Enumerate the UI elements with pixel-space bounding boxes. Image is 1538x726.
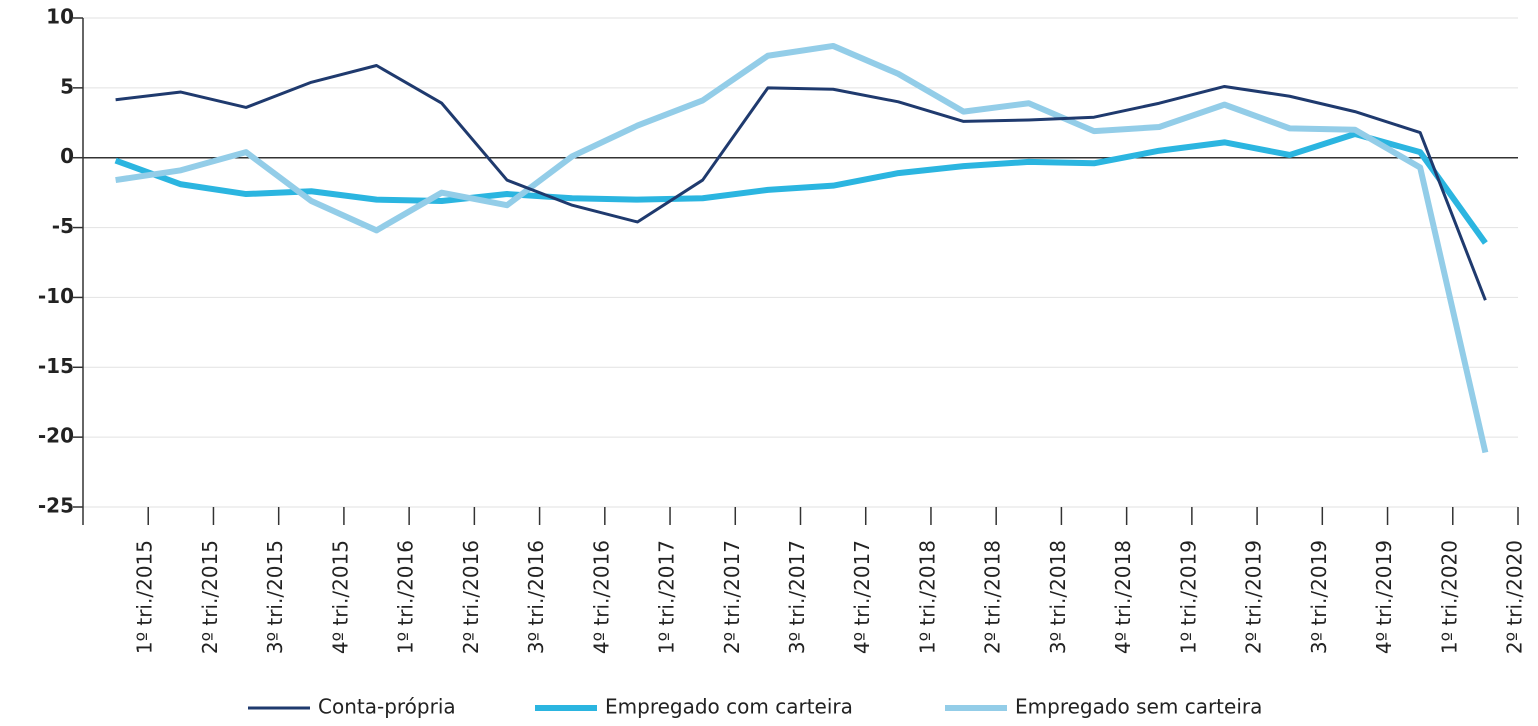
- x-tick-label: 3º tri./2019: [1307, 540, 1331, 654]
- y-tick-label: 0: [60, 144, 74, 168]
- y-tick-label: -15: [38, 354, 74, 378]
- series-line: [115, 42, 1489, 454]
- x-tick-label: 1º tri./2020: [1437, 540, 1461, 654]
- x-tick-label: 1º tri./2016: [394, 540, 418, 654]
- y-tick-label: -20: [38, 424, 74, 448]
- x-tick-label: 1º tri./2018: [915, 540, 939, 654]
- x-tick-label: 3º tri./2017: [785, 540, 809, 654]
- x-tick-label: 3º tri./2015: [263, 540, 287, 654]
- series-line: [115, 64, 1487, 301]
- legend-label: Conta-própria: [318, 695, 456, 719]
- x-tick-label: 4º tri./2016: [589, 540, 613, 654]
- x-tick-label: 4º tri./2017: [850, 540, 874, 654]
- x-tick-label: 2º tri./2020: [1503, 540, 1527, 654]
- x-tick-label: 4º tri./2018: [1111, 540, 1135, 654]
- x-tick-label: 2º tri./2019: [1242, 540, 1266, 654]
- y-tick-label: 5: [60, 74, 74, 98]
- legend-label: Empregado sem carteira: [1015, 695, 1262, 719]
- x-tick-label: 2º tri./2015: [198, 540, 222, 654]
- y-tick-label: -25: [38, 494, 74, 518]
- x-tick-label: 2º tri./2016: [459, 540, 483, 654]
- y-tick-label: 10: [46, 5, 74, 29]
- x-tick-label: 3º tri./2016: [524, 540, 548, 654]
- x-tick-label: 1º tri./2017: [655, 540, 679, 654]
- x-tick-label: 2º tri./2017: [720, 540, 744, 654]
- y-tick-label: -10: [38, 284, 74, 308]
- x-tick-label: 1º tri./2015: [133, 540, 157, 654]
- legend-label: Empregado com carteira: [605, 695, 853, 719]
- x-tick-label: 3º tri./2018: [1046, 540, 1070, 654]
- x-tick-label: 4º tri./2019: [1372, 540, 1396, 654]
- x-tick-label: 2º tri./2018: [981, 540, 1005, 654]
- x-tick-label: 1º tri./2019: [1176, 540, 1200, 654]
- y-tick-label: -5: [52, 214, 74, 238]
- x-tick-label: 4º tri./2015: [328, 540, 352, 654]
- series-line: [114, 130, 1488, 245]
